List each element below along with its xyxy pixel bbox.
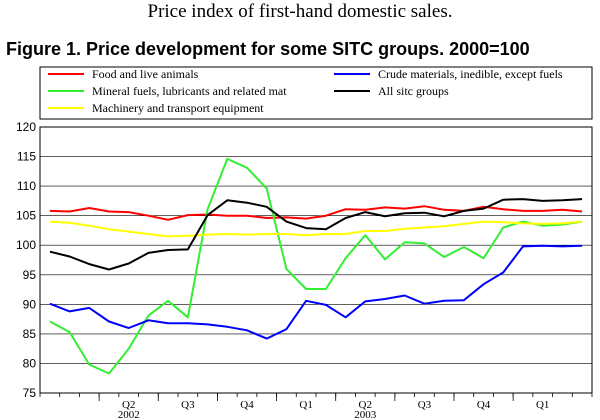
y-tick-label-95: 95: [23, 268, 37, 282]
legend: Food and live animals Mineral fuels, lubr…: [48, 67, 563, 115]
legend-label-0: Food and live animals: [92, 67, 199, 81]
quarter-label-4: Q2: [359, 399, 372, 411]
page-subtitle: Price index of first-hand domestic sales…: [147, 1, 453, 22]
plot-frame: [39, 126, 593, 394]
y-tick-label-120: 120: [16, 120, 36, 134]
series-line-0: [49, 205, 583, 221]
quarter-label-6: Q4: [477, 399, 491, 411]
legend-box: [39, 66, 593, 120]
quarter-label-3: Q1: [299, 399, 312, 411]
gridlines: [40, 156, 592, 364]
y-tick-label-85: 85: [23, 327, 37, 341]
y-tick-label-80: 80: [23, 356, 37, 370]
series-line-2: [49, 220, 583, 238]
legend-label-3: Crude materials, inedible, except fuels: [378, 67, 563, 81]
quarter-label-1: Q3: [181, 399, 195, 411]
legend-label-2: Machinery and transport equipment: [92, 101, 264, 115]
series-line-1: [49, 157, 583, 375]
series-lines: [49, 157, 583, 375]
y-axis-ticks: 75 80 85 90 95 100 105 110 115 120: [16, 120, 36, 400]
quarter-label-2: Q4: [240, 399, 254, 411]
year-label-0: 2002: [118, 409, 140, 420]
series-line-4: [49, 198, 583, 271]
series-line-3: [49, 244, 583, 340]
x-axis-ticks: Q2 Q3 Q4 Q1 Q2 Q3 Q4 Q1 2002 2003: [39, 393, 593, 420]
quarter-label-5: Q3: [418, 399, 432, 411]
y-tick-label-75: 75: [23, 386, 37, 400]
y-tick-label-100: 100: [16, 238, 36, 252]
y-tick-label-110: 110: [17, 179, 36, 193]
y-tick-label-90: 90: [23, 297, 37, 311]
y-tick-label-105: 105: [16, 209, 36, 223]
quarter-label-0: Q2: [122, 399, 135, 411]
year-label-1: 2003: [354, 409, 377, 420]
legend-label-4: All sitc groups: [378, 84, 449, 98]
y-tick-label-115: 115: [17, 150, 36, 164]
figure-title: Figure 1. Price development for some SIT…: [6, 39, 530, 59]
legend-label-1: Mineral fuels, lubricants and related ma…: [92, 84, 287, 98]
quarter-label-7: Q1: [536, 399, 549, 411]
